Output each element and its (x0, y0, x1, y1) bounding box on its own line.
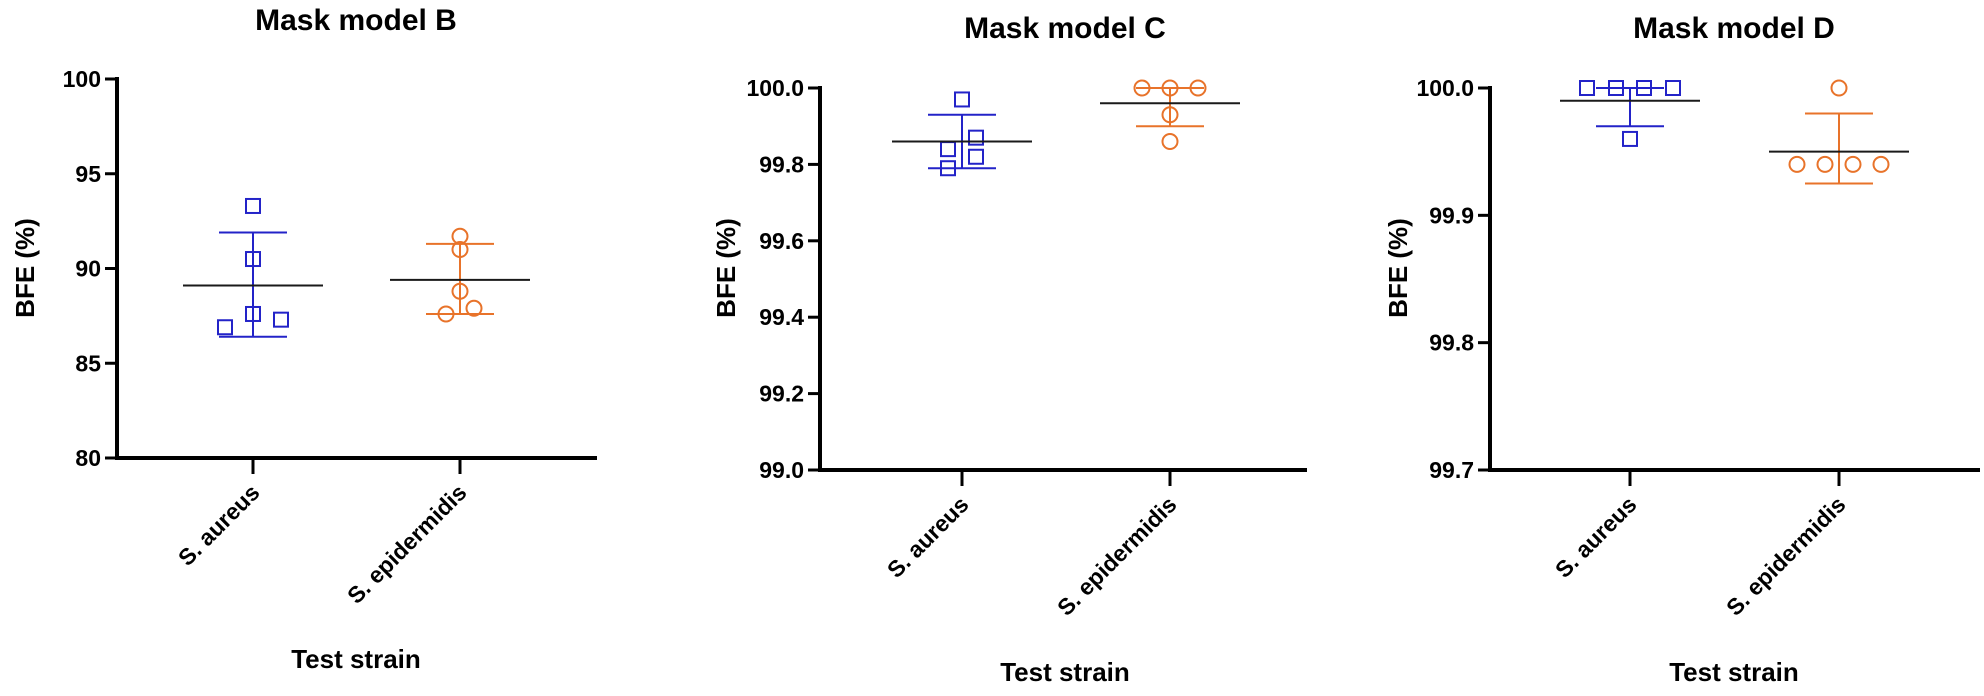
category-label-s-epidermidis: S. epidermidis (1052, 491, 1182, 621)
panel-mask-model-c: Mask model C BFE (%) Test strain S. aure… (711, 12, 1307, 687)
data-point-circle (465, 299, 483, 317)
series-s-aureus (1560, 80, 1700, 147)
x-axis-label: Test strain (1000, 657, 1130, 687)
series-s-epidermidis (1100, 79, 1240, 150)
data-point-square (940, 141, 956, 158)
category-label-s-aureus: S. aureus (173, 479, 265, 571)
data-point-circle (451, 227, 469, 245)
y-tick-label: 95 (75, 161, 101, 187)
plot-area (1560, 79, 1909, 185)
plot-area (183, 197, 530, 338)
y-tick-label: 100.0 (1416, 75, 1474, 101)
data-point-circle (1133, 79, 1151, 97)
series-s-aureus (183, 197, 323, 338)
y-axis-ticks: 99.7 99.8 99.9 100.0 (1416, 75, 1980, 486)
data-point-circle (1189, 79, 1207, 97)
chart-title: Mask model B (255, 4, 457, 37)
series-s-epidermidis (1769, 79, 1909, 185)
panel-mask-model-d: Mask model D BFE (%) Test strain S. aure… (1383, 12, 1980, 687)
y-tick-label: 99.2 (759, 381, 804, 407)
y-tick-label: 99.8 (1429, 330, 1474, 356)
category-label-s-aureus: S. aureus (1550, 491, 1642, 583)
y-tick-label: 99.7 (1429, 457, 1474, 483)
y-tick-label: 99.9 (1429, 202, 1474, 228)
y-tick-label: 85 (75, 350, 101, 376)
data-point-square (245, 305, 261, 322)
data-point-circle (1161, 106, 1179, 124)
data-point-circle (451, 282, 469, 300)
data-point-circle (1161, 132, 1179, 150)
data-point-square (1608, 80, 1624, 96)
data-point-square (1665, 80, 1681, 96)
y-tick-label: 80 (75, 445, 101, 471)
y-axis-label: BFE (%) (10, 218, 40, 318)
y-axis-label: BFE (%) (711, 218, 741, 318)
y-axis-label: BFE (%) (1383, 218, 1413, 318)
y-tick-label: 90 (75, 256, 101, 282)
y-tick-label: 99.6 (759, 228, 804, 254)
plot-area (892, 79, 1240, 177)
data-point-square (1636, 80, 1652, 96)
category-label-s-epidermidis: S. epidermidis (342, 479, 472, 609)
data-point-square (954, 91, 970, 108)
series-s-epidermidis (390, 227, 530, 323)
data-point-square (273, 311, 289, 328)
x-axis-label: Test strain (291, 644, 421, 674)
y-axis-ticks: 99.0 99.2 99.4 99.6 99.8 100.0 (746, 75, 1307, 486)
data-point-circle (1788, 155, 1806, 173)
data-point-circle (1844, 155, 1862, 173)
data-point-square (940, 160, 956, 177)
data-point-square (968, 148, 984, 165)
data-point-circle (437, 305, 455, 323)
chart-title: Mask model D (1633, 12, 1835, 45)
data-point-square (245, 251, 261, 268)
data-point-square (217, 319, 233, 336)
data-point-circle (451, 241, 469, 259)
y-tick-label: 100 (63, 66, 101, 92)
y-axis-ticks: 80 85 90 95 100 (63, 66, 597, 474)
category-label-s-aureus: S. aureus (882, 491, 974, 583)
data-point-circle (1161, 79, 1179, 97)
data-point-circle (1830, 79, 1848, 97)
data-point-square (968, 129, 984, 146)
category-label-s-epidermidis: S. epidermidis (1721, 491, 1851, 621)
data-point-square (1579, 80, 1595, 96)
data-point-square (1622, 130, 1638, 147)
panel-mask-model-b: Mask model B BFE (%) Test strain S. aure… (10, 4, 597, 674)
y-tick-label: 99.4 (759, 304, 804, 330)
y-tick-label: 100.0 (746, 75, 804, 101)
y-tick-label: 99.0 (759, 457, 804, 483)
series-s-aureus (892, 91, 1032, 177)
data-point-circle (1816, 155, 1834, 173)
chart-title: Mask model C (964, 12, 1166, 45)
y-tick-label: 99.8 (759, 151, 804, 177)
data-point-circle (1872, 155, 1890, 173)
data-point-square (245, 197, 261, 214)
x-axis-label: Test strain (1669, 657, 1799, 687)
